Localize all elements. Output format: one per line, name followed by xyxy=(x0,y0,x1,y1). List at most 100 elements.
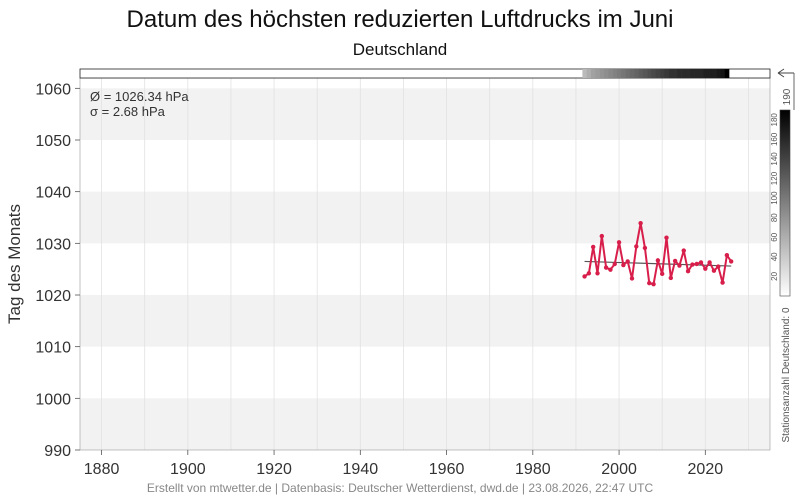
station-strip-cell xyxy=(672,69,678,78)
data-point xyxy=(638,220,643,226)
series-layer xyxy=(582,220,734,287)
data-point xyxy=(655,258,661,263)
station-strip-cell xyxy=(681,69,687,78)
data-point xyxy=(716,264,721,269)
station-strip-cell xyxy=(724,69,730,78)
colorbar-gradient xyxy=(779,109,791,297)
colorbar-tick-label: 20 xyxy=(770,271,779,280)
data-point xyxy=(707,260,712,265)
data-point xyxy=(668,275,674,281)
y-axis-ticks: 990 1000 1010 1020 1030 1040 1050 1060 xyxy=(35,81,80,460)
y-tick-label: 1060 xyxy=(35,81,71,98)
y-tick-label: 1050 xyxy=(35,133,71,150)
y-axis-label: Tag des Monats xyxy=(5,204,24,324)
y-tick-label: 1030 xyxy=(35,236,71,253)
station-strip-cell xyxy=(707,69,713,78)
station-strip-cell xyxy=(711,69,717,78)
x-tick-label: 2020 xyxy=(688,461,724,478)
station-strip-cell xyxy=(677,69,682,78)
station-strip-cell xyxy=(642,69,648,78)
data-point xyxy=(608,267,613,272)
y-tick-label: 1000 xyxy=(35,391,71,408)
station-strip-cell xyxy=(720,69,726,78)
colorbar-tick-label: 140 xyxy=(770,152,779,166)
data-point xyxy=(603,265,609,270)
station-strip-cell xyxy=(629,69,635,78)
station-strip-cell xyxy=(603,69,609,78)
station-strip-cell xyxy=(668,69,674,78)
y-tick-label: 1010 xyxy=(35,340,71,357)
station-strip-cell xyxy=(638,69,644,78)
data-point xyxy=(612,261,617,267)
data-point xyxy=(599,233,605,239)
data-point xyxy=(590,244,596,250)
strip-pointer xyxy=(777,68,794,78)
station-strip-cell xyxy=(582,69,588,78)
data-point xyxy=(694,261,699,267)
data-point xyxy=(625,259,630,264)
data-point xyxy=(685,269,691,274)
x-tick-label: 1900 xyxy=(170,461,206,478)
colorbar-tick-label: 100 xyxy=(770,191,779,205)
data-point xyxy=(659,271,665,277)
band xyxy=(80,398,770,450)
station-strip-cell xyxy=(591,69,596,78)
station-strip-cell xyxy=(616,69,622,78)
station-strip-cell xyxy=(634,69,639,78)
footer-credits: Erstellt von mtwetter.de | Datenbasis: D… xyxy=(146,481,654,495)
x-tick-label: 2000 xyxy=(601,461,637,478)
band xyxy=(80,191,770,244)
colorbar-max-label: 190 xyxy=(782,88,793,105)
colorbar-tick-label: 180 xyxy=(770,113,779,127)
data-point xyxy=(582,274,587,279)
y-tick-label: 990 xyxy=(44,443,71,460)
data-point xyxy=(616,240,622,245)
colorbar-tick-label: 120 xyxy=(770,171,779,185)
data-point xyxy=(672,258,678,264)
x-tick-label: 1960 xyxy=(429,461,465,478)
data-point xyxy=(698,260,704,265)
station-strip-cell xyxy=(595,69,600,78)
data-point xyxy=(642,245,648,251)
colorbar-tick-label: 40 xyxy=(770,252,779,261)
station-strip-cell xyxy=(621,69,626,78)
band xyxy=(80,88,770,140)
station-strip-frame xyxy=(79,68,771,79)
station-strip-cell xyxy=(612,69,618,78)
station-strip-cell xyxy=(655,69,661,78)
station-strip-cell xyxy=(694,69,700,78)
y-tick-label: 1020 xyxy=(35,288,71,305)
y-tick-label: 1040 xyxy=(35,185,71,202)
data-point xyxy=(621,262,626,268)
station-strip-cell xyxy=(647,69,652,78)
colorbar-tick-label: 60 xyxy=(770,232,779,241)
station-strip-cell xyxy=(586,69,592,78)
data-point xyxy=(724,253,730,258)
data-point xyxy=(664,235,669,240)
band xyxy=(80,295,770,347)
data-point xyxy=(677,263,682,268)
stddev-label: σ = 2.68 hPa xyxy=(90,104,166,119)
station-strip-cell xyxy=(698,69,704,78)
x-axis-ticks: 1880 1900 1920 1940 1960 1980 2000 2020 xyxy=(84,450,723,478)
station-strip-cell xyxy=(685,69,691,78)
data-point xyxy=(634,244,639,249)
station-strip-cell xyxy=(703,69,708,78)
data-point xyxy=(651,281,656,287)
x-tick-label: 1980 xyxy=(515,461,551,478)
station-strip-cell xyxy=(625,69,631,78)
data-point xyxy=(703,266,708,271)
station-strip-cell xyxy=(690,69,695,78)
colorbar-tick-label: 80 xyxy=(770,213,779,222)
colorbar-tick-label: 160 xyxy=(770,132,779,146)
data-point xyxy=(690,262,695,267)
chart-title: Datum des höchsten reduzierten Luftdruck… xyxy=(126,6,674,33)
x-tick-label: 1920 xyxy=(256,461,292,478)
horizontal-bands xyxy=(80,78,770,450)
vertical-gridlines xyxy=(101,78,749,450)
station-count-strip xyxy=(79,68,771,79)
data-point xyxy=(595,271,600,276)
data-point xyxy=(681,248,686,253)
